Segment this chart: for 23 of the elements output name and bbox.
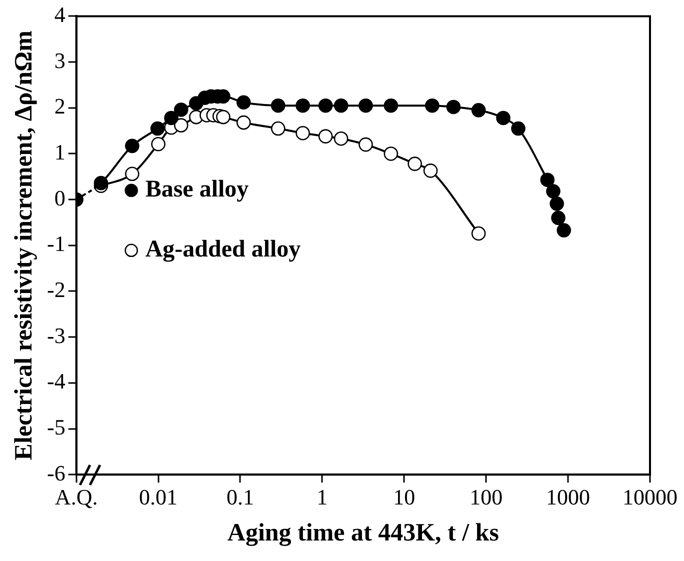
y-tick-label: -2	[47, 277, 66, 302]
y-tick-label: 0	[54, 185, 66, 210]
legend-label: Base alloy	[145, 176, 249, 203]
y-tick-label: -5	[47, 414, 66, 440]
y-tick-label: 1	[54, 140, 66, 164]
y-tick-label: -3	[47, 322, 66, 348]
y-axis-title: Electrical resistivity increment, ∆ρ/nΩm	[10, 30, 38, 460]
y-tick-label: -1	[47, 231, 66, 256]
y-tick-label: 4	[54, 2, 66, 27]
x-axis-title: Aging time at 443K, t / ks	[227, 519, 500, 546]
x-tick-label: 0.1	[226, 484, 254, 510]
x-tick-label: 0.01	[139, 484, 178, 510]
y-tick-label: 2	[54, 94, 66, 119]
x-tick-label: 1000	[546, 484, 590, 510]
y-tick-label: 3	[54, 48, 66, 73]
x-tick-label: 1	[316, 484, 328, 510]
y-tick-label: -6	[47, 460, 66, 486]
x-tick-label: 10000	[622, 484, 678, 510]
x-tick-label: 10	[393, 484, 416, 510]
y-tick-label: -4	[47, 368, 66, 394]
legend-label: Ag-added alloy	[145, 236, 301, 263]
x-tick-label: A.Q.	[54, 484, 98, 510]
x-tick-label: 100	[470, 484, 503, 510]
